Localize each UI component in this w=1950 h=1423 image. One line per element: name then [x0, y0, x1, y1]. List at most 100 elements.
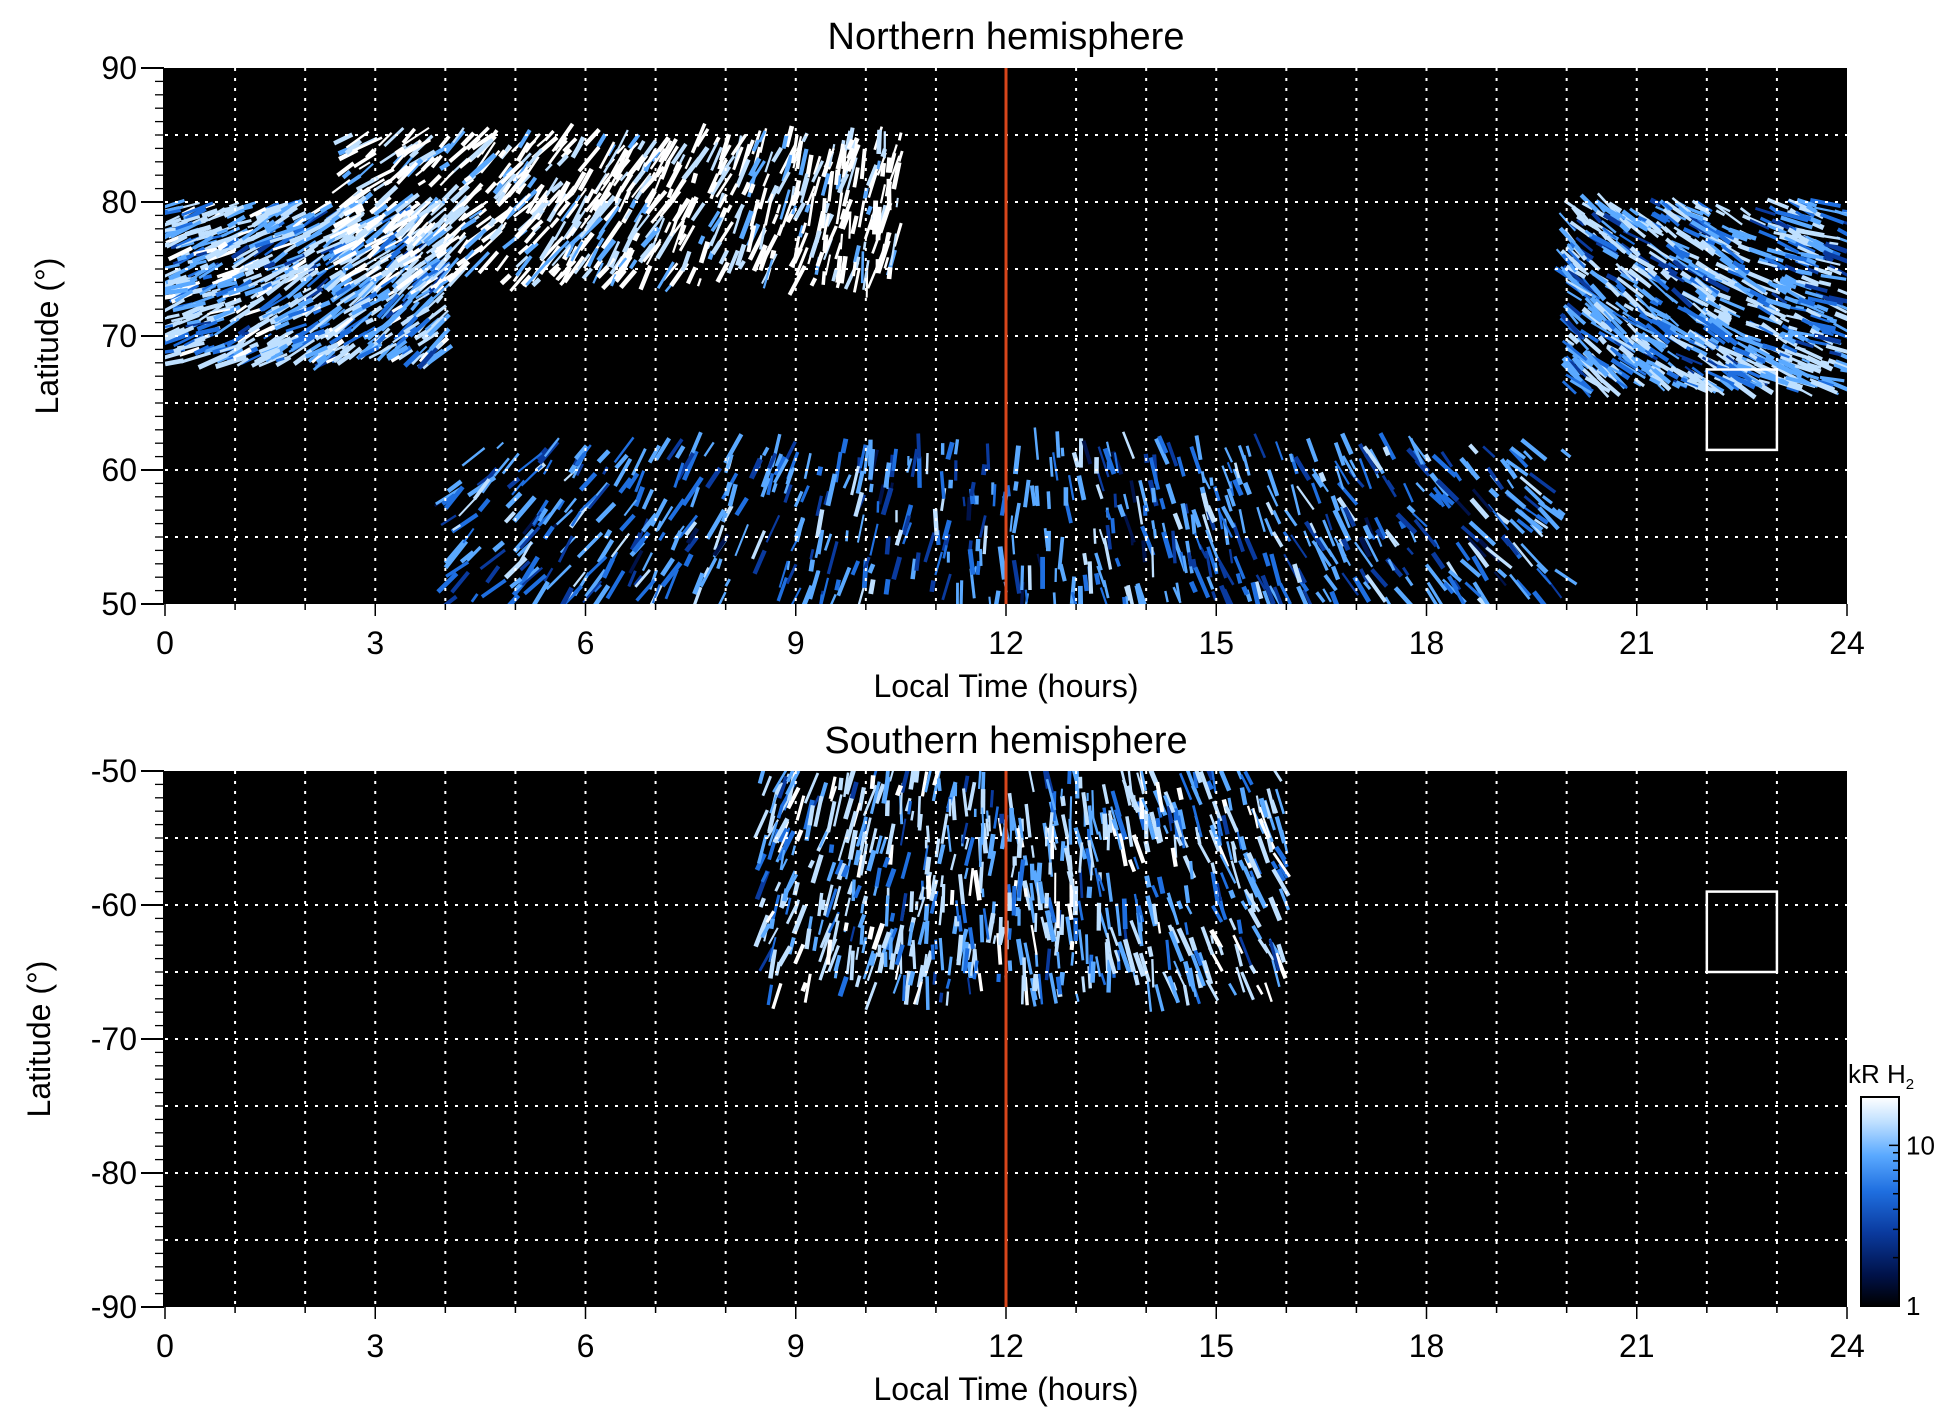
emission-streak	[1018, 837, 1024, 849]
emission-streak	[1662, 206, 1682, 224]
emission-streak	[880, 487, 894, 516]
emission-streak	[1029, 485, 1037, 507]
emission-streak	[1030, 845, 1035, 858]
emission-streak	[707, 210, 721, 228]
emission-streak	[185, 310, 203, 321]
emission-streak	[1378, 432, 1397, 461]
emission-streak	[1176, 787, 1184, 801]
emission-streak	[889, 233, 898, 266]
emission-streak	[1651, 363, 1666, 377]
emission-streak	[430, 263, 451, 282]
emission-streak	[249, 206, 267, 219]
emission-streak	[1829, 241, 1839, 246]
south-x-axis: 0 3 6 9 12 15 18 21 24	[156, 1307, 1865, 1364]
emission-streak	[334, 317, 354, 333]
emission-streak	[1252, 807, 1259, 829]
emission-streak	[1251, 924, 1263, 941]
emission-streak	[270, 213, 290, 228]
emission-streak	[1560, 448, 1572, 459]
emission-streak	[519, 560, 531, 572]
emission-streak	[243, 257, 270, 271]
emission-streak	[1114, 825, 1123, 850]
emission-streak	[1194, 435, 1203, 461]
emission-streak	[980, 823, 985, 845]
emission-streak	[1358, 457, 1373, 490]
emission-streak	[522, 156, 540, 181]
emission-streak	[1721, 224, 1740, 236]
emission-streak	[945, 978, 952, 989]
emission-streak	[940, 813, 949, 844]
emission-streak	[1387, 558, 1396, 572]
emission-streak	[735, 158, 751, 188]
emission-streak	[849, 781, 859, 800]
emission-streak	[511, 479, 525, 496]
emission-streak	[1023, 888, 1028, 897]
emission-streak	[1800, 274, 1820, 286]
emission-streak	[936, 778, 942, 792]
emission-streak	[555, 271, 564, 281]
emission-streak	[1087, 805, 1094, 836]
emission-streak	[1309, 522, 1317, 534]
emission-streak	[836, 566, 852, 597]
emission-streak	[579, 494, 598, 512]
emission-streak	[1095, 956, 1102, 977]
emission-streak	[1784, 236, 1797, 244]
emission-streak	[1151, 487, 1157, 503]
emission-streak	[1685, 206, 1704, 216]
emission-streak	[1217, 818, 1224, 837]
emission-streak	[1105, 524, 1113, 550]
emission-streak	[1162, 794, 1171, 807]
emission-streak	[1100, 972, 1107, 986]
emission-streak	[997, 546, 1007, 580]
emission-streak	[165, 315, 173, 320]
emission-streak	[1627, 315, 1648, 330]
emission-streak	[1193, 566, 1211, 599]
emission-streak	[677, 224, 687, 241]
emission-streak	[1268, 585, 1282, 604]
emission-streak	[1148, 457, 1161, 491]
emission-streak	[631, 531, 651, 554]
emission-streak	[1145, 895, 1158, 927]
emission-streak	[556, 200, 571, 217]
emission-streak	[1707, 317, 1734, 339]
emission-streak	[1594, 199, 1621, 221]
emission-streak	[523, 230, 536, 244]
emission-streak	[1060, 788, 1063, 798]
emission-streak	[828, 143, 836, 168]
emission-streak	[857, 200, 866, 228]
emission-streak	[493, 457, 510, 477]
emission-streak	[1210, 934, 1215, 944]
emission-streak	[1748, 352, 1758, 361]
emission-streak	[1266, 838, 1274, 853]
emission-streak	[1559, 312, 1585, 340]
emission-streak	[1134, 584, 1143, 604]
emission-streak	[656, 505, 674, 531]
emission-streak	[1796, 375, 1816, 387]
emission-streak	[426, 344, 454, 366]
emission-streak	[1167, 975, 1181, 1004]
emission-streak	[1221, 505, 1236, 529]
emission-streak	[430, 309, 449, 328]
emission-streak	[844, 897, 851, 917]
emission-streak	[412, 235, 423, 247]
emission-streak	[1562, 264, 1591, 290]
emission-streak	[476, 141, 496, 170]
emission-streak	[981, 888, 985, 898]
emission-streak	[214, 316, 225, 323]
north-emission-map	[165, 122, 1847, 604]
emission-streak	[1633, 380, 1642, 387]
emission-streak	[1184, 922, 1189, 935]
emission-streak	[1246, 805, 1253, 816]
emission-streak	[942, 545, 948, 559]
emission-streak	[1274, 788, 1286, 815]
emission-streak	[1318, 536, 1334, 558]
emission-streak	[902, 522, 913, 545]
emission-streak	[1769, 282, 1791, 291]
emission-streak	[706, 234, 716, 250]
x-tick-label: 15	[1198, 625, 1234, 661]
emission-streak	[1690, 219, 1720, 240]
emission-streak	[853, 849, 862, 866]
emission-streak	[216, 281, 227, 288]
emission-streak	[319, 245, 335, 255]
